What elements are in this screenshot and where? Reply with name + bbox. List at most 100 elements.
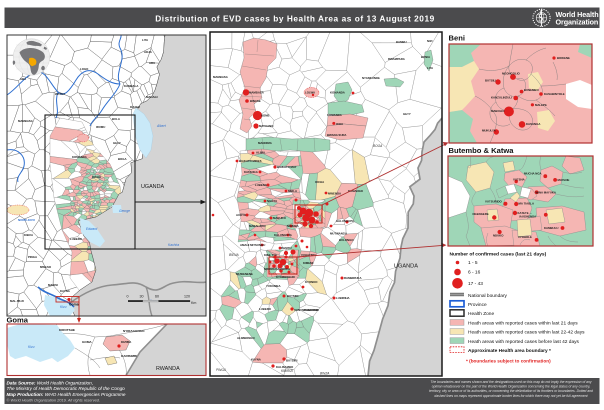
svg-text:BIENA: BIENA xyxy=(229,253,239,257)
svg-text:NYIRAGONGO: NYIRAGONGO xyxy=(123,329,145,333)
svg-text:MABUKO: MABUKO xyxy=(273,216,287,220)
svg-text:ALIMA: ALIMA xyxy=(256,151,265,155)
svg-text:MAL.MUJI: MAL.MUJI xyxy=(10,299,24,303)
svg-text:The boundaries and names shown: The boundaries and names shown and the d… xyxy=(430,380,591,384)
svg-text:BIAKATO MAY: BIAKATO MAY xyxy=(277,165,297,169)
svg-text:George: George xyxy=(119,209,130,213)
svg-text:ARU: ARU xyxy=(149,61,155,65)
svg-text:MUTWANGA: MUTWANGA xyxy=(330,232,347,236)
svg-text:BINASE: BINASE xyxy=(250,99,261,103)
svg-text:MABALAKO: MABALAKO xyxy=(249,224,266,228)
svg-text:Beni: Beni xyxy=(449,34,465,43)
svg-text:ADJA: ADJA xyxy=(144,50,152,54)
svg-text:/AUGHENDA: /AUGHENDA xyxy=(519,215,536,219)
svg-text:MWENDA: MWENDA xyxy=(328,192,341,196)
svg-text:BIAKATO MINES: BIAKATO MINES xyxy=(239,159,262,163)
svg-text:© World Health Organization 20: © World Health Organization 2019. All ri… xyxy=(7,398,101,403)
svg-text:1 - 5: 1 - 5 xyxy=(468,260,478,266)
svg-text:ALIMBONGO: ALIMBONGO xyxy=(237,336,255,340)
svg-text:BINZA: BINZA xyxy=(320,372,329,376)
svg-text:OICHA: OICHA xyxy=(315,180,324,184)
svg-text:LUBENA: LUBENA xyxy=(255,183,267,187)
svg-text:KIMEMI: KIMEMI xyxy=(303,261,313,265)
svg-text:YUKUMBA: YUKUMBA xyxy=(266,284,281,288)
svg-text:IRUMU: IRUMU xyxy=(96,125,105,129)
svg-text:NIZI: NIZI xyxy=(427,39,433,43)
svg-text:YALIKOOMI: YALIKOOMI xyxy=(303,308,319,312)
svg-text:BOME: BOME xyxy=(261,114,270,118)
svg-text:BUTSILI: BUTSILI xyxy=(485,79,496,83)
svg-text:LITA: LITA xyxy=(427,66,433,70)
svg-text:KALUNGUTA: KALUNGUTA xyxy=(274,233,292,237)
svg-text:VUTSURIDO: VUTSURIDO xyxy=(485,200,503,204)
svg-text:KAYNA: KAYNA xyxy=(251,358,261,362)
svg-text:BUNEMBO: BUNEMBO xyxy=(524,88,539,92)
svg-text:MAMBASA: MAMBASA xyxy=(249,91,264,95)
svg-text:KISE TYA: KISE TYA xyxy=(264,253,277,257)
svg-text:KIBUA: KIBUA xyxy=(24,233,33,237)
svg-text:MALEPE: MALEPE xyxy=(535,103,547,107)
svg-text:17 - 43: 17 - 43 xyxy=(468,281,483,287)
svg-text:BUTSIRI: BUTSIRI xyxy=(286,359,298,363)
svg-text:LUBERO: LUBERO xyxy=(259,307,272,311)
svg-text:BAMBU: BAMBU xyxy=(396,40,407,44)
svg-text:MAMBASA: MAMBASA xyxy=(18,119,33,123)
svg-text:KOMANDA: KOMANDA xyxy=(72,155,87,159)
svg-text:RWANDA: RWANDA xyxy=(156,366,180,372)
svg-text:NGONGOLIO: NGONGOLIO xyxy=(502,72,520,76)
svg-text:KATETE ...: KATETE ... xyxy=(518,211,533,215)
svg-text:VYOHOLE: VYOHOLE xyxy=(518,235,532,239)
svg-text:VUHAYIRO: VUHAYIRO xyxy=(301,253,317,257)
svg-text:GOMA: GOMA xyxy=(82,340,92,344)
svg-text:Kachira: Kachira xyxy=(168,243,179,247)
svg-text:Heath areas with reported case: Heath areas with reported cases before l… xyxy=(468,339,580,345)
svg-text:KALISAMBO: KALISAMBO xyxy=(276,365,294,369)
svg-text:UGANDA: UGANDA xyxy=(394,264,418,270)
svg-text:MA TIABLA: MA TIABLA xyxy=(519,202,535,206)
svg-text:Heath areas with reported case: Heath areas with reported cases within l… xyxy=(468,330,585,336)
svg-text:30: 30 xyxy=(140,295,144,299)
svg-text:KAMANGO: KAMANGO xyxy=(348,189,364,193)
svg-text:MASISI: MASISI xyxy=(48,283,58,287)
svg-text:KASANGA: KASANGA xyxy=(526,122,540,126)
svg-text:MAHAGI: MAHAGI xyxy=(146,95,158,99)
svg-text:Distribution of EVD cases by H: Distribution of EVD cases by Health Area… xyxy=(155,13,435,23)
svg-text:World Health: World Health xyxy=(556,10,599,19)
svg-text:AMAHI MITSUNGU: AMAHI MITSUNGU xyxy=(240,243,265,247)
svg-text:KASABINYOLE: KASABINYOLE xyxy=(544,92,565,96)
svg-text:KYAMBOGHO: KYAMBOGHO xyxy=(276,275,296,279)
svg-text:Number of confirmed cases (las: Number of confirmed cases (last 21 days) xyxy=(450,252,547,258)
svg-text:MANDIMA: MANDIMA xyxy=(258,141,272,145)
svg-text:Kivu: Kivu xyxy=(28,345,35,349)
svg-text:* (boundaries subject to confi: * (boundaries subject to confirmation) xyxy=(466,359,551,364)
svg-text:KANZULINZULI: KANZULINZULI xyxy=(491,96,512,100)
svg-text:LITA: LITA xyxy=(142,38,148,42)
svg-text:NGOYA: NGOYA xyxy=(267,199,277,203)
svg-text:BUNIA: BUNIA xyxy=(421,55,430,59)
svg-text:KATANGA: KATANGA xyxy=(244,170,258,174)
svg-text:MABOLIO: MABOLIO xyxy=(491,109,505,113)
svg-text:Province: Province xyxy=(468,302,487,308)
svg-text:KASITU: KASITU xyxy=(281,246,292,250)
svg-text:BWANA SURA: BWANA SURA xyxy=(327,133,346,137)
svg-text:Km: Km xyxy=(191,301,196,305)
svg-text:NORD-KIVU: NORD-KIVU xyxy=(18,218,35,222)
svg-text:Data Source: World Health Orga: Data Source: World Health Organization, xyxy=(7,380,94,385)
svg-text:ABA: ABA xyxy=(20,77,26,81)
svg-text:PINGA: PINGA xyxy=(28,255,37,259)
svg-text:MAYENE: MAYENE xyxy=(558,178,570,182)
svg-text:6 - 16: 6 - 16 xyxy=(468,270,481,276)
svg-text:MAMBASA: MAMBASA xyxy=(213,75,228,79)
svg-text:Organization: Organization xyxy=(556,17,599,26)
svg-text:BULONGO: BULONGO xyxy=(339,238,354,242)
svg-text:VUNYAKONDOMI: VUNYAKONDOMI xyxy=(294,308,318,312)
svg-text:dashed lines on maps represent: dashed lines on maps represent approxima… xyxy=(434,394,588,398)
svg-text:LOLWA: LOLWA xyxy=(305,91,315,95)
svg-text:The Ministry of Health Democra: The Ministry of Health Democratic Republ… xyxy=(7,386,126,391)
svg-text:NGENGERE: NGENGERE xyxy=(473,212,489,216)
svg-text:MWESO: MWESO xyxy=(40,265,52,269)
svg-text:60: 60 xyxy=(155,295,159,299)
svg-text:NDOMA KAMBUCA: NDOMA KAMBUCA xyxy=(264,267,290,271)
svg-text:MUCHA NGA: MUCHA NGA xyxy=(524,172,542,176)
svg-text:National boundary: National boundary xyxy=(468,293,508,299)
